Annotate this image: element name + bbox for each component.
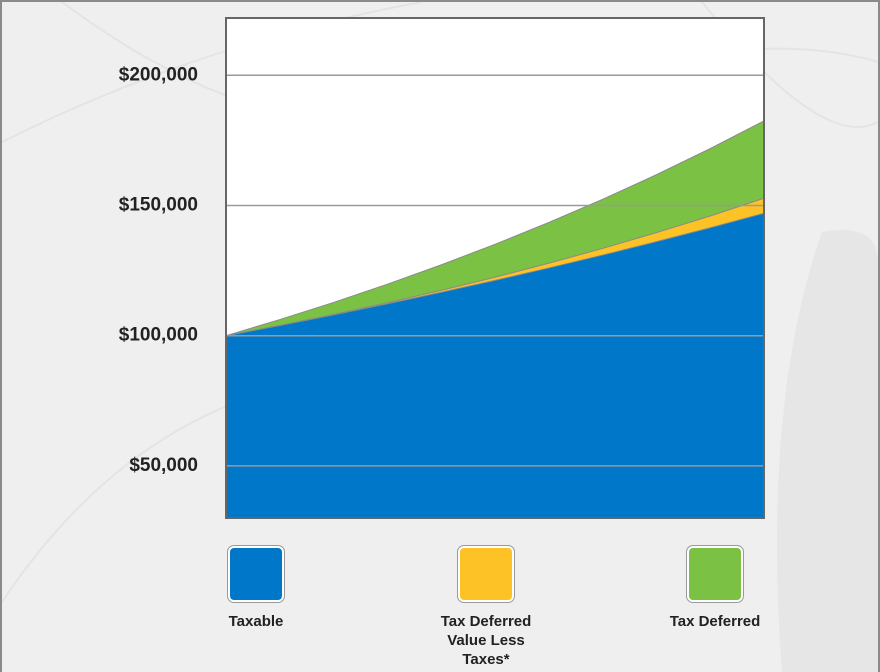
legend-swatch — [228, 546, 284, 602]
area — [225, 212, 765, 519]
legend-item: Taxable — [156, 546, 356, 631]
legend-item: Tax Deferred Value Less Taxes* — [386, 546, 586, 669]
y-tick-label: $200,000 — [119, 64, 198, 85]
legend-item: Tax Deferred — [615, 546, 815, 631]
legend-label: Tax Deferred — [669, 613, 761, 630]
legend-label: Tax Deferred Value Less Taxes* — [440, 613, 532, 668]
legend-swatch — [458, 546, 514, 602]
y-tick-label: $100,000 — [119, 325, 198, 346]
y-tick-label: $150,000 — [119, 195, 198, 216]
legend-swatch — [687, 546, 743, 602]
plot-border — [225, 17, 765, 519]
background-decoration — [777, 230, 878, 672]
legend-label: Taxable — [228, 613, 284, 630]
y-tick-label: $50,000 — [129, 455, 198, 476]
